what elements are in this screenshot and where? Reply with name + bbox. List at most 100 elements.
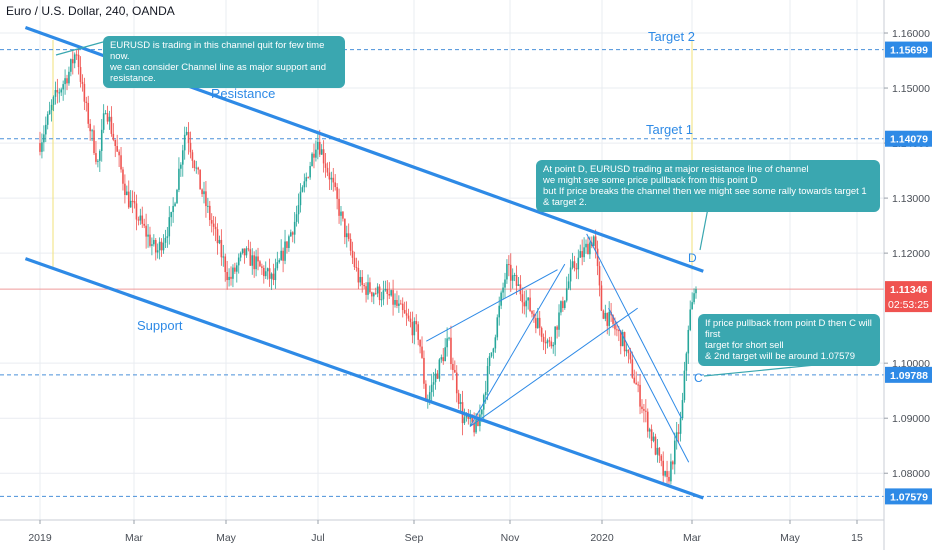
candle-body <box>135 203 138 220</box>
candle-body <box>143 223 145 226</box>
candle-body <box>378 286 381 300</box>
candle-body <box>195 167 198 169</box>
point-d-label: D <box>688 251 697 265</box>
candle-body <box>181 150 184 165</box>
candle-body <box>313 153 315 158</box>
candle-body <box>585 243 587 248</box>
candle-body <box>162 242 165 251</box>
candle-body <box>147 234 149 237</box>
candle-body <box>654 436 657 455</box>
candle-body <box>434 373 437 383</box>
candle-body <box>596 248 599 267</box>
candle-body <box>473 422 475 433</box>
candle-body <box>205 191 207 207</box>
candle-body <box>388 293 391 296</box>
candle-body <box>291 232 294 235</box>
candle-body <box>58 92 61 94</box>
candle-body <box>133 201 136 204</box>
candle-body <box>149 234 151 246</box>
candle-body <box>106 113 109 122</box>
candle-body <box>517 284 520 286</box>
candle-body <box>197 167 200 170</box>
candle-body <box>336 187 338 199</box>
candle-body <box>602 310 605 319</box>
note-top[interactable]: EURUSD is trading in this channel quit f… <box>103 36 345 88</box>
candle-body <box>675 432 678 441</box>
x-tick-label-0: 2019 <box>28 532 52 544</box>
candle-body <box>679 418 682 434</box>
candle-body <box>345 233 348 238</box>
candle-body <box>263 267 265 277</box>
candle-body <box>178 168 180 190</box>
candle-body <box>648 429 651 432</box>
candle-body <box>481 409 483 415</box>
candle-body <box>372 293 375 297</box>
x-tick-label-6: 2020 <box>590 532 614 544</box>
candle-body <box>332 177 335 183</box>
level-box-0 <box>885 41 932 58</box>
candle-body <box>681 400 684 419</box>
candle-body <box>347 233 350 239</box>
candle-body <box>523 302 526 307</box>
level-box-label-3: 1.07579 <box>890 491 928 503</box>
candle-body <box>608 311 610 326</box>
candle-body <box>382 290 385 300</box>
candle-body <box>683 370 686 401</box>
level-box-2 <box>885 366 932 383</box>
candle-body <box>538 317 541 328</box>
candle-body <box>185 131 188 135</box>
candle-body <box>452 364 454 371</box>
candle-body <box>536 317 539 329</box>
note-middle[interactable]: At point D, EURUSD trading at major resi… <box>536 160 880 212</box>
candle-body <box>673 440 676 465</box>
candle-body <box>425 383 427 402</box>
candles <box>39 48 697 487</box>
candle-body <box>695 289 697 294</box>
candle-body <box>363 284 365 287</box>
candle-body <box>164 237 167 243</box>
candle-body <box>367 282 369 295</box>
candle-body <box>120 155 122 170</box>
candle-body <box>423 357 425 384</box>
candle-body <box>436 373 439 379</box>
countdown-label: 02:53:25 <box>888 299 929 311</box>
candle-body <box>87 102 90 124</box>
candle-body <box>210 220 213 224</box>
note-bottom[interactable]: If price pullback from point D then C wi… <box>698 314 880 366</box>
candle-body <box>228 276 230 281</box>
candle-body <box>334 182 336 188</box>
candle-body <box>496 317 499 338</box>
inner-trendline-4 <box>608 307 690 463</box>
candle-body <box>492 348 495 353</box>
symbol-title: Euro / U.S. Dollar, 240, OANDA <box>6 4 175 18</box>
candle-body <box>446 338 448 348</box>
candle-body <box>533 313 535 319</box>
candle-body <box>297 205 300 215</box>
candle-body <box>191 152 194 161</box>
candle-body <box>525 300 528 307</box>
candle-body <box>218 239 221 244</box>
candle-body <box>546 340 549 344</box>
candle-body <box>392 290 394 305</box>
candle-body <box>95 153 97 162</box>
candle-body <box>156 250 159 253</box>
candle-body <box>459 402 462 404</box>
support-line <box>24 257 704 500</box>
candle-body <box>62 84 64 90</box>
candle-body <box>548 340 551 342</box>
candle-body <box>685 353 688 371</box>
candle-body <box>81 81 84 84</box>
candle-body <box>606 312 609 326</box>
candle-body <box>405 313 408 316</box>
candle-body <box>508 264 510 266</box>
candle-body <box>589 242 591 255</box>
candle-body <box>220 239 223 258</box>
candle-body <box>542 336 545 343</box>
candle-body <box>253 255 255 270</box>
candle-body <box>504 279 506 288</box>
point-c-label: C <box>694 371 703 385</box>
candle-body <box>562 301 564 308</box>
level-box-3 <box>885 488 932 505</box>
candle-body <box>276 262 279 269</box>
